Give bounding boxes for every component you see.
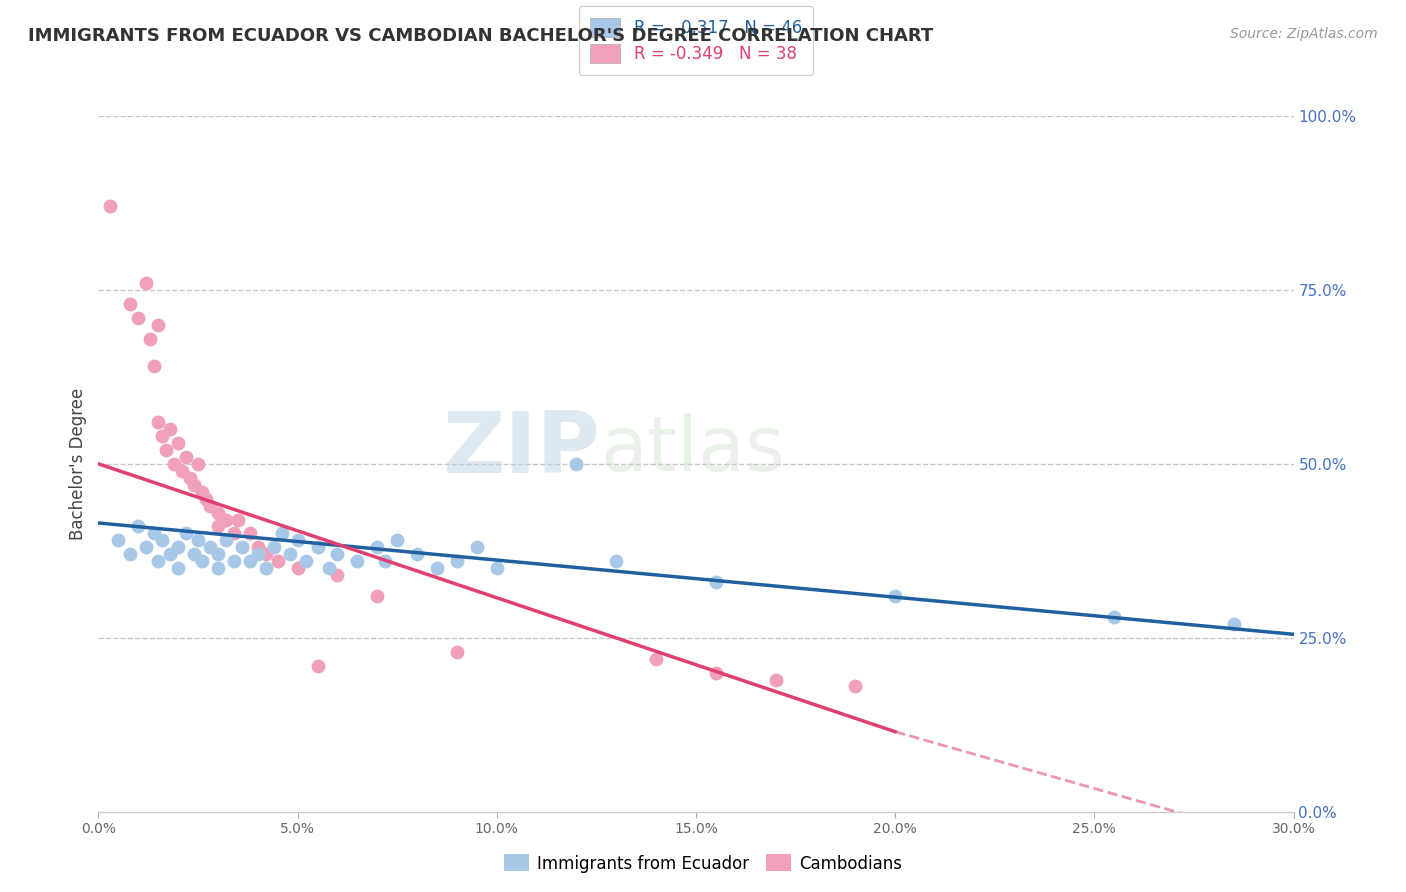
Y-axis label: Bachelor's Degree: Bachelor's Degree [69,388,87,540]
Immigrants from Ecuador [318,561,340,575]
Cambodians [207,519,229,533]
Cambodians [163,457,186,471]
Cambodians [239,526,262,541]
Immigrants from Ecuador [254,561,277,575]
Cambodians [155,442,177,457]
Text: Source: ZipAtlas.com: Source: ZipAtlas.com [1230,27,1378,41]
Cambodians [226,512,249,526]
Immigrants from Ecuador [485,561,508,575]
Immigrants from Ecuador [406,547,429,561]
Immigrants from Ecuador [605,554,627,568]
Cambodians [198,499,221,513]
Cambodians [195,491,218,506]
Immigrants from Ecuador [159,547,181,561]
Immigrants from Ecuador [143,526,166,541]
Immigrants from Ecuador [174,526,197,541]
Text: ZIP: ZIP [443,409,600,491]
Immigrants from Ecuador [198,541,221,555]
Cambodians [246,541,269,555]
Immigrants from Ecuador [222,554,245,568]
Immigrants from Ecuador [150,533,173,548]
Cambodians [307,658,329,673]
Immigrants from Ecuador [366,541,388,555]
Immigrants from Ecuador [191,554,214,568]
Cambodians [148,318,170,332]
Cambodians [167,436,190,450]
Immigrants from Ecuador [287,533,309,548]
Immigrants from Ecuador [187,533,209,548]
Immigrants from Ecuador [465,541,488,555]
Immigrants from Ecuador [183,547,205,561]
Legend: R =  -0.317   N = 46, R = -0.349   N = 38: R = -0.317 N = 46, R = -0.349 N = 38 [578,6,814,75]
Immigrants from Ecuador [374,554,396,568]
Cambodians [254,547,277,561]
Cambodians [267,554,290,568]
Immigrants from Ecuador [1222,616,1246,631]
Cambodians [135,276,157,290]
Cambodians [191,484,214,499]
Immigrants from Ecuador [207,561,229,575]
Cambodians [179,471,201,485]
Cambodians [844,680,866,694]
Immigrants from Ecuador [704,575,727,590]
Cambodians [143,359,166,374]
Cambodians [366,589,388,603]
Immigrants from Ecuador [207,547,229,561]
Immigrants from Ecuador [148,554,170,568]
Cambodians [183,477,205,491]
Immigrants from Ecuador [426,561,449,575]
Cambodians [127,310,149,325]
Immigrants from Ecuador [307,541,329,555]
Immigrants from Ecuador [127,519,149,533]
Immigrants from Ecuador [231,541,253,555]
Immigrants from Ecuador [263,541,285,555]
Text: atlas: atlas [600,413,785,487]
Immigrants from Ecuador [246,547,269,561]
Immigrants from Ecuador [326,547,349,561]
Cambodians [148,415,170,429]
Cambodians [100,199,122,213]
Cambodians [150,429,173,443]
Immigrants from Ecuador [239,554,262,568]
Cambodians [172,464,194,478]
Immigrants from Ecuador [385,533,409,548]
Immigrants from Ecuador [167,561,190,575]
Cambodians [704,665,727,680]
Cambodians [765,673,787,687]
Immigrants from Ecuador [565,457,588,471]
Immigrants from Ecuador [294,554,316,568]
Cambodians [326,568,349,582]
Text: IMMIGRANTS FROM ECUADOR VS CAMBODIAN BACHELOR'S DEGREE CORRELATION CHART: IMMIGRANTS FROM ECUADOR VS CAMBODIAN BAC… [28,27,934,45]
Cambodians [187,457,209,471]
Cambodians [287,561,309,575]
Cambodians [120,297,142,311]
Immigrants from Ecuador [167,541,190,555]
Cambodians [446,645,468,659]
Immigrants from Ecuador [135,541,157,555]
Cambodians [174,450,197,464]
Immigrants from Ecuador [346,554,368,568]
Immigrants from Ecuador [120,547,142,561]
Immigrants from Ecuador [215,533,238,548]
Immigrants from Ecuador [1102,610,1125,624]
Cambodians [215,512,238,526]
Immigrants from Ecuador [107,533,129,548]
Immigrants from Ecuador [884,589,907,603]
Legend: Immigrants from Ecuador, Cambodians: Immigrants from Ecuador, Cambodians [498,847,908,880]
Immigrants from Ecuador [270,526,292,541]
Cambodians [222,526,245,541]
Cambodians [645,651,668,665]
Immigrants from Ecuador [278,547,301,561]
Cambodians [139,332,162,346]
Cambodians [159,422,181,436]
Cambodians [207,506,229,520]
Immigrants from Ecuador [446,554,468,568]
